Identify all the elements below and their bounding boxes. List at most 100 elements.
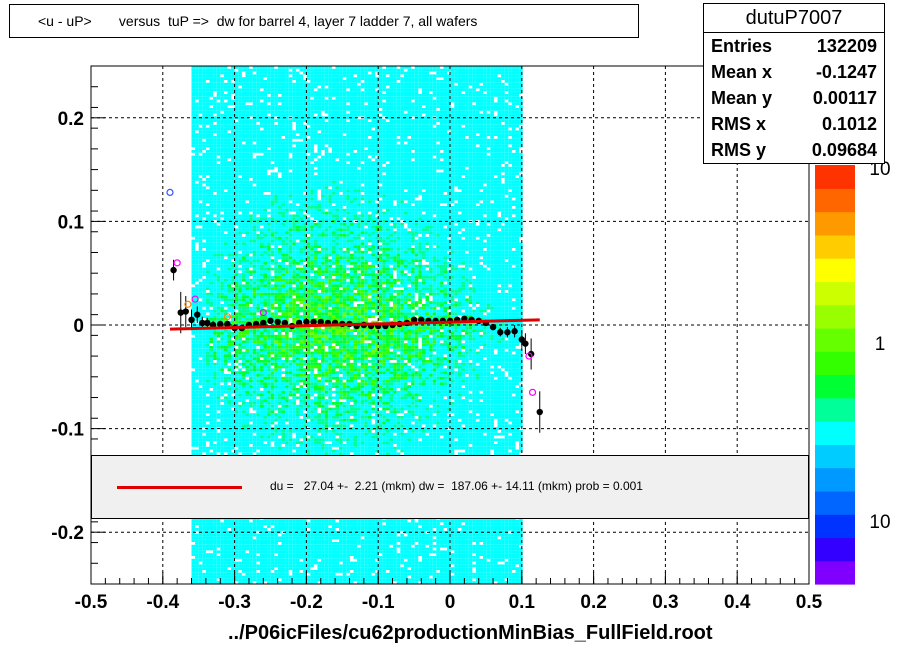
heatmap-cell	[241, 418, 246, 422]
heatmap-cell	[281, 231, 286, 234]
heatmap-cell	[270, 301, 275, 304]
heatmap-cell	[195, 253, 199, 257]
heatmap-cell	[267, 385, 271, 388]
heatmap-cell	[216, 178, 221, 181]
heatmap-cell	[277, 416, 282, 419]
heatmap-cell	[245, 418, 250, 422]
heatmap-cell	[209, 136, 214, 139]
heatmap-cell	[195, 194, 199, 198]
heatmap-cell	[223, 402, 228, 405]
heatmap-cell	[263, 256, 268, 260]
heatmap-cell	[216, 292, 221, 296]
heatmap-cell	[223, 416, 228, 419]
heatmap-cell	[195, 298, 199, 302]
heatmap-cell	[209, 267, 214, 271]
heatmap-cell	[274, 542, 278, 545]
heatmap-cell	[213, 533, 217, 537]
heatmap-cell	[263, 522, 268, 526]
heatmap-cell	[252, 435, 257, 439]
heatmap-cell	[245, 441, 250, 444]
heatmap-cell	[205, 348, 210, 352]
heatmap-cell	[223, 206, 228, 209]
heatmap-cell	[245, 298, 250, 302]
heatmap-cell	[281, 127, 286, 131]
heatmap-cell	[281, 351, 286, 355]
heatmap-cell	[238, 136, 242, 139]
heatmap-cell	[252, 418, 257, 422]
heatmap-cell	[270, 250, 275, 254]
heatmap-cell	[220, 259, 224, 262]
heatmap-cell	[195, 407, 199, 411]
heatmap-cell	[213, 256, 217, 260]
heatmap-cell	[259, 452, 264, 456]
heatmap-cell	[231, 578, 235, 582]
heatmap-cell	[245, 320, 250, 324]
heatmap-cell	[245, 85, 250, 89]
heatmap-cell	[252, 572, 257, 576]
heatmap-cell	[195, 410, 199, 414]
heatmap-cell	[252, 253, 257, 257]
heatmap-cell	[205, 449, 210, 453]
heatmap-cell	[285, 561, 289, 565]
heatmap-cell	[213, 318, 217, 321]
heatmap-cell	[191, 522, 196, 526]
heatmap-cell	[281, 570, 286, 573]
heatmap-cell	[285, 158, 289, 162]
heatmap-cell	[292, 281, 296, 285]
heatmap-cell	[231, 267, 235, 271]
heatmap-cell	[198, 402, 203, 405]
heatmap-cell	[205, 547, 210, 551]
heatmap-cell	[277, 362, 282, 366]
heatmap-cell	[213, 348, 217, 352]
heatmap-cell	[202, 203, 206, 206]
heatmap-cell	[288, 528, 293, 531]
heatmap-cell	[259, 284, 264, 288]
heatmap-cell	[277, 250, 282, 254]
heatmap-cell	[238, 82, 242, 86]
heatmap-cell	[274, 393, 278, 397]
heatmap-cell	[270, 138, 275, 142]
heatmap-cell	[259, 329, 264, 332]
heatmap-cell	[277, 119, 282, 122]
heatmap-cell	[256, 581, 260, 584]
heatmap-cell	[209, 318, 214, 321]
heatmap-cell	[292, 85, 296, 89]
heatmap-cell	[195, 351, 199, 355]
heatmap-cell	[231, 421, 235, 425]
heatmap-cell	[267, 556, 271, 559]
heatmap-cell	[256, 211, 260, 215]
heatmap-cell	[213, 105, 217, 108]
heatmap-cell	[202, 351, 206, 355]
heatmap-cell	[256, 234, 260, 237]
heatmap-cell	[227, 225, 232, 229]
heatmap-cell	[245, 122, 250, 125]
heatmap-cell	[202, 360, 206, 363]
heatmap-cell	[241, 287, 246, 290]
heatmap-cell	[231, 427, 235, 430]
heatmap-cell	[213, 147, 217, 150]
heatmap-cell	[263, 239, 268, 243]
heatmap-cell	[223, 544, 228, 548]
heatmap-cell	[274, 144, 278, 148]
heatmap-cell	[223, 292, 228, 296]
heatmap-cell	[277, 438, 282, 442]
heatmap-cell	[263, 110, 268, 114]
heatmap-cell	[267, 435, 271, 439]
heatmap-cell	[220, 379, 224, 383]
heatmap-cell	[191, 371, 196, 374]
heatmap-cell	[288, 421, 293, 425]
heatmap-cell	[223, 295, 228, 299]
heatmap-cell	[205, 528, 210, 531]
heatmap-cell	[209, 298, 214, 302]
heatmap-cell	[202, 189, 206, 192]
heatmap-cell	[270, 312, 275, 316]
heatmap-cell	[231, 250, 235, 254]
heatmap-cell	[267, 91, 271, 94]
heatmap-cell	[263, 536, 268, 540]
heatmap-cell	[274, 164, 278, 167]
heatmap-cell	[202, 292, 206, 296]
heatmap-cell	[227, 110, 232, 114]
heatmap-cell	[223, 203, 228, 206]
heatmap-cell	[256, 354, 260, 358]
heatmap-cell	[259, 393, 264, 397]
